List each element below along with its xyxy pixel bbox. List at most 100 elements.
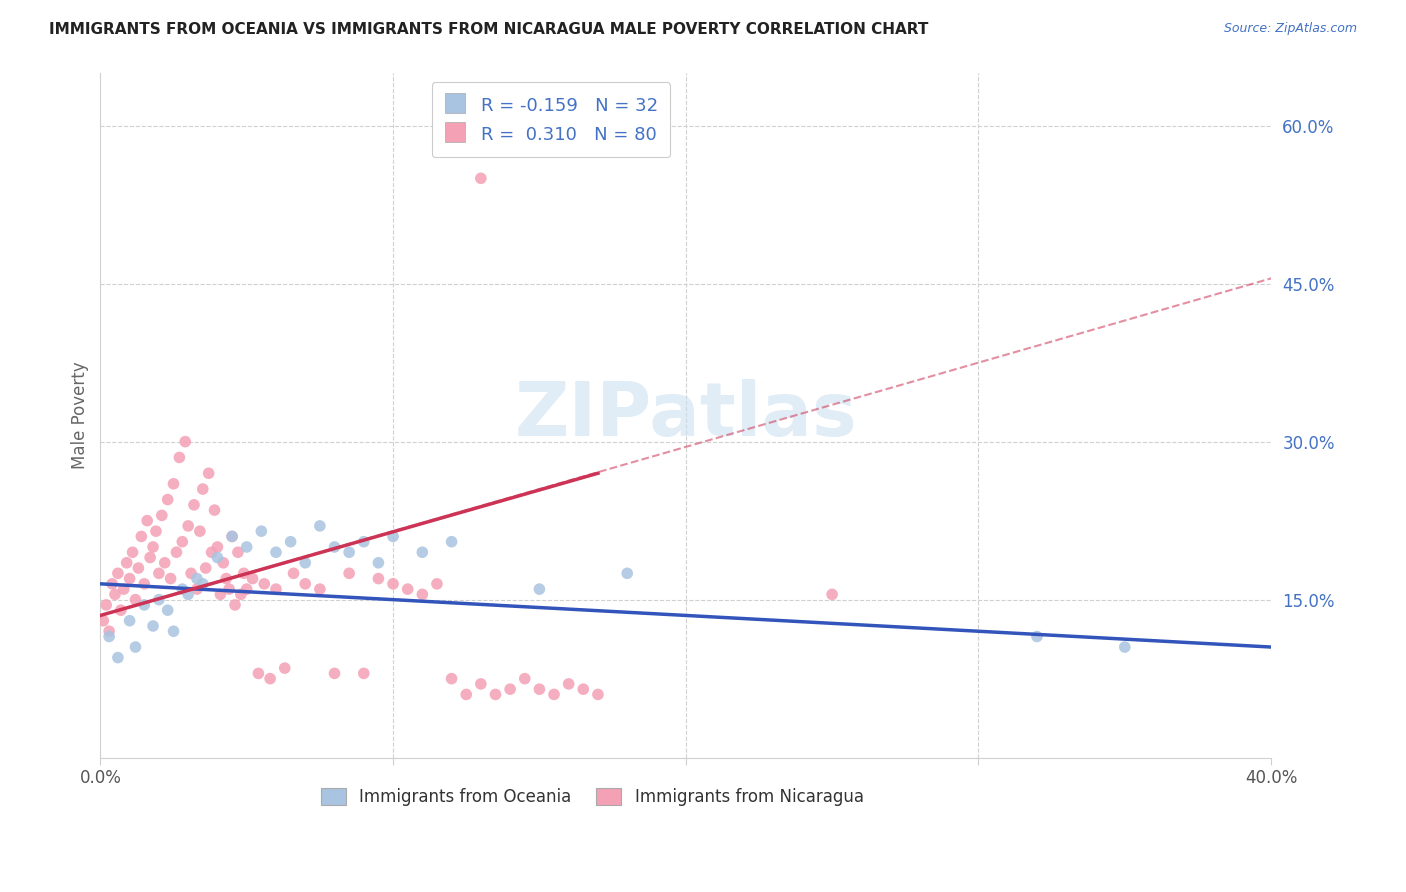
- Point: [529, 582, 551, 596]
- Point: [204, 503, 226, 517]
- Point: [382, 529, 405, 543]
- Point: [172, 534, 194, 549]
- Point: [218, 582, 240, 596]
- Point: [440, 534, 463, 549]
- Point: [172, 582, 194, 596]
- Point: [226, 545, 249, 559]
- Point: [156, 603, 179, 617]
- Point: [134, 577, 156, 591]
- Text: IMMIGRANTS FROM OCEANIA VS IMMIGRANTS FROM NICARAGUA MALE POVERTY CORRELATION CH: IMMIGRANTS FROM OCEANIA VS IMMIGRANTS FR…: [49, 22, 928, 37]
- Point: [264, 545, 287, 559]
- Point: [98, 630, 121, 644]
- Point: [212, 556, 235, 570]
- Point: [186, 572, 208, 586]
- Point: [280, 534, 302, 549]
- Point: [197, 467, 219, 481]
- Point: [207, 540, 229, 554]
- Point: [513, 672, 536, 686]
- Point: [124, 592, 146, 607]
- Point: [191, 482, 214, 496]
- Point: [112, 582, 135, 596]
- Point: [186, 582, 208, 596]
- Point: [131, 529, 153, 543]
- Point: [470, 677, 492, 691]
- Point: [616, 566, 638, 581]
- Point: [98, 624, 121, 639]
- Point: [337, 545, 360, 559]
- Point: [177, 587, 200, 601]
- Point: [115, 556, 138, 570]
- Point: [127, 561, 149, 575]
- Point: [124, 640, 146, 654]
- Point: [484, 688, 506, 702]
- Legend: Immigrants from Oceania, Immigrants from Nicaragua: Immigrants from Oceania, Immigrants from…: [312, 780, 872, 814]
- Point: [367, 572, 389, 586]
- Point: [250, 524, 273, 538]
- Point: [294, 577, 316, 591]
- Point: [177, 519, 200, 533]
- Point: [209, 587, 232, 601]
- Point: [1114, 640, 1136, 654]
- Point: [139, 550, 162, 565]
- Point: [309, 582, 332, 596]
- Point: [121, 545, 143, 559]
- Point: [821, 587, 844, 601]
- Point: [107, 650, 129, 665]
- Point: [118, 572, 141, 586]
- Point: [194, 561, 217, 575]
- Point: [142, 540, 165, 554]
- Point: [136, 514, 159, 528]
- Point: [174, 434, 197, 449]
- Point: [337, 566, 360, 581]
- Point: [323, 540, 346, 554]
- Point: [323, 666, 346, 681]
- Point: [215, 572, 238, 586]
- Text: Source: ZipAtlas.com: Source: ZipAtlas.com: [1223, 22, 1357, 36]
- Point: [529, 682, 551, 697]
- Point: [162, 624, 184, 639]
- Point: [367, 556, 389, 570]
- Point: [456, 688, 478, 702]
- Y-axis label: Male Poverty: Male Poverty: [72, 361, 89, 469]
- Point: [148, 592, 170, 607]
- Text: ZIPatlas: ZIPatlas: [515, 379, 858, 452]
- Point: [247, 666, 270, 681]
- Point: [104, 587, 127, 601]
- Point: [145, 524, 167, 538]
- Point: [274, 661, 297, 675]
- Point: [118, 614, 141, 628]
- Point: [169, 450, 191, 465]
- Point: [470, 171, 492, 186]
- Point: [188, 524, 211, 538]
- Point: [165, 545, 187, 559]
- Point: [309, 519, 332, 533]
- Point: [572, 682, 595, 697]
- Point: [150, 508, 173, 523]
- Point: [153, 556, 176, 570]
- Point: [294, 556, 316, 570]
- Point: [543, 688, 565, 702]
- Point: [207, 550, 229, 565]
- Point: [1026, 630, 1049, 644]
- Point: [107, 566, 129, 581]
- Point: [110, 603, 132, 617]
- Point: [242, 572, 264, 586]
- Point: [253, 577, 276, 591]
- Point: [440, 672, 463, 686]
- Point: [229, 587, 252, 601]
- Point: [183, 498, 205, 512]
- Point: [557, 677, 579, 691]
- Point: [235, 582, 257, 596]
- Point: [156, 492, 179, 507]
- Point: [353, 534, 375, 549]
- Point: [221, 529, 243, 543]
- Point: [396, 582, 419, 596]
- Point: [101, 577, 124, 591]
- Point: [232, 566, 254, 581]
- Point: [96, 598, 118, 612]
- Point: [91, 614, 114, 628]
- Point: [224, 598, 246, 612]
- Point: [426, 577, 449, 591]
- Point: [134, 598, 156, 612]
- Point: [259, 672, 281, 686]
